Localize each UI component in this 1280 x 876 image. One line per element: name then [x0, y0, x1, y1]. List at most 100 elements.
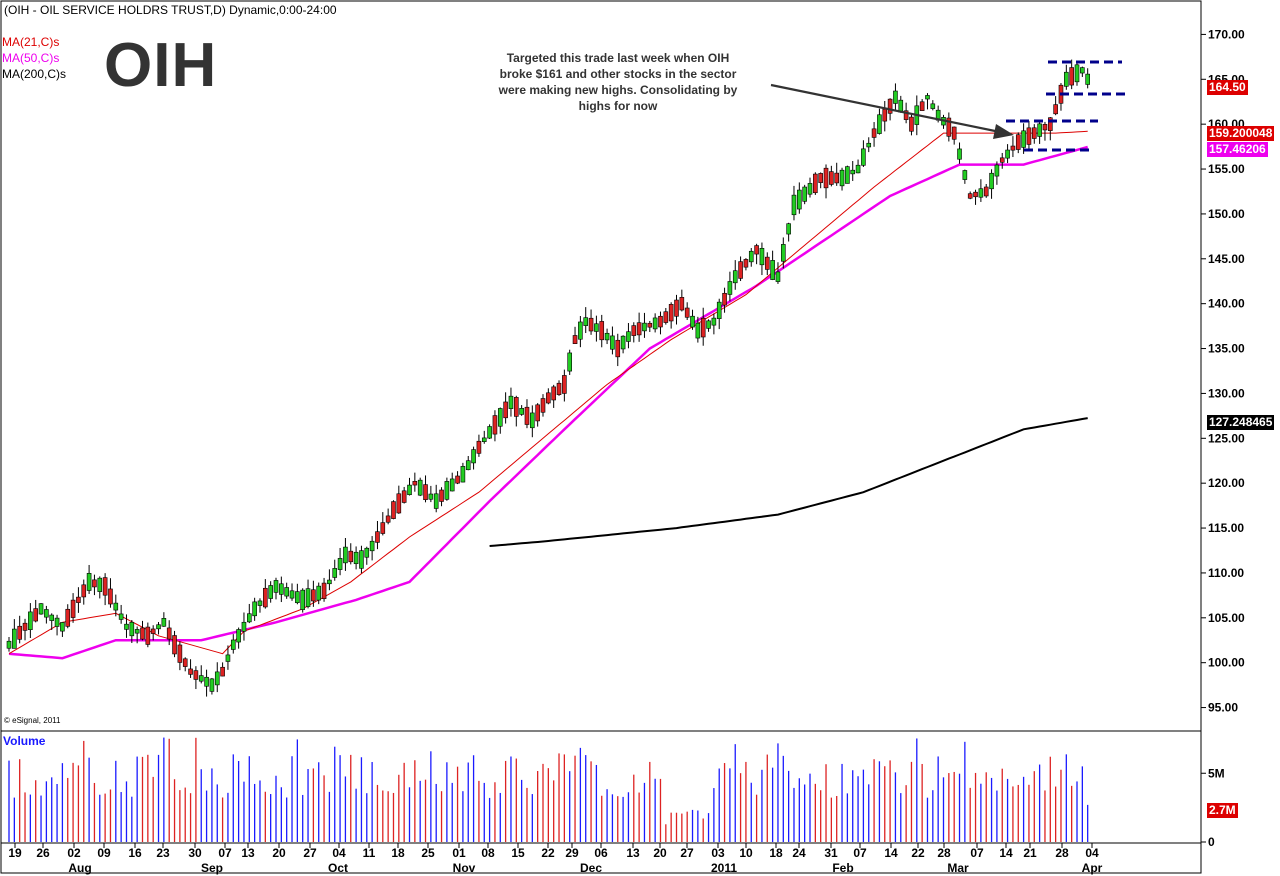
- candle-body: [530, 412, 535, 429]
- x-day-label: 21: [1023, 846, 1037, 860]
- candle-body: [311, 589, 316, 602]
- candle-body: [102, 577, 108, 596]
- candle-body: [156, 624, 161, 630]
- candle-body: [497, 408, 503, 427]
- candle-body: [481, 437, 487, 442]
- candle-body: [145, 626, 151, 645]
- candle-body: [444, 481, 450, 500]
- candle-body: [204, 676, 209, 687]
- x-day-label: 27: [303, 846, 317, 860]
- candle-body: [124, 623, 129, 630]
- y-tick-label: 145.00: [1208, 252, 1245, 266]
- candle-body: [599, 321, 605, 341]
- x-day-label: 07: [218, 846, 232, 860]
- candle-body: [722, 292, 727, 306]
- candle-body: [214, 671, 220, 686]
- legend-ma21: MA(21,C)s: [2, 35, 60, 49]
- last-price-tag: 164.50: [1207, 80, 1248, 95]
- x-day-label: 07: [853, 846, 867, 860]
- candle-body: [871, 128, 877, 138]
- candle-body: [877, 114, 882, 134]
- candle-body: [12, 628, 17, 649]
- candle-body: [989, 172, 994, 190]
- candle-body: [49, 614, 55, 621]
- volume-tick-label: 0: [1208, 835, 1215, 849]
- legend-ma50: MA(50,C)s: [2, 51, 60, 65]
- candle-body: [524, 406, 530, 425]
- candle-body: [28, 611, 33, 631]
- candle-body: [893, 90, 898, 104]
- candle-body: [407, 484, 412, 496]
- candle-body: [70, 599, 76, 618]
- candle-body: [209, 678, 215, 692]
- candle-body: [263, 587, 268, 608]
- x-day-label: 31: [824, 846, 838, 860]
- y-tick-label: 170.00: [1208, 27, 1245, 41]
- candle-body: [161, 618, 167, 627]
- candle-body: [129, 621, 135, 637]
- candle-body: [268, 585, 273, 599]
- candle-body: [327, 579, 332, 585]
- candle-body: [732, 270, 738, 284]
- candle-body: [882, 108, 888, 122]
- candle-body: [177, 644, 183, 663]
- candle-body: [513, 397, 519, 417]
- ma50-line: [8, 145, 1089, 660]
- candle-body: [353, 551, 359, 565]
- annotation-line: highs for now: [578, 99, 658, 113]
- candle-body: [1048, 117, 1053, 131]
- candle-body: [150, 628, 156, 634]
- candle-body: [332, 568, 338, 578]
- x-day-label: 23: [156, 846, 170, 860]
- candle-body: [81, 584, 87, 598]
- candle-body: [423, 484, 428, 501]
- y-tick-label: 115.00: [1208, 521, 1244, 535]
- candle-body: [716, 301, 722, 319]
- candle-body: [562, 375, 567, 394]
- x-day-label: 28: [1055, 846, 1069, 860]
- candle-body: [620, 335, 626, 350]
- candle-body: [257, 600, 263, 606]
- candle-body: [700, 317, 706, 338]
- x-day-label: 02: [67, 846, 81, 860]
- candle-body: [412, 480, 418, 486]
- candle-body: [455, 475, 460, 484]
- x-day-label: 14: [999, 846, 1013, 860]
- candle-body: [439, 489, 444, 502]
- symbol-watermark: OIH: [104, 31, 218, 100]
- candle-body: [97, 577, 103, 592]
- candle-body: [76, 596, 81, 603]
- candle-body: [818, 173, 823, 183]
- annotation-line: broke $161 and other stocks in the secto…: [499, 67, 737, 81]
- candle-body: [743, 259, 749, 268]
- candle-body: [994, 164, 1000, 177]
- candle-body: [316, 585, 322, 601]
- x-day-label: 07: [970, 846, 984, 860]
- y-tick-label: 140.00: [1208, 297, 1245, 311]
- candle-body: [1064, 71, 1069, 87]
- candle-body: [695, 322, 701, 339]
- candle-body: [140, 627, 145, 640]
- candle-body: [225, 654, 231, 662]
- y-tick-label: 125.00: [1208, 431, 1245, 445]
- candle-body: [754, 245, 759, 255]
- candle-body: [492, 415, 498, 435]
- candle-body: [658, 315, 663, 328]
- candle-body: [343, 546, 348, 564]
- candle-body: [305, 588, 311, 607]
- copyright: © eSignal, 2011: [4, 716, 61, 725]
- candle-body: [674, 299, 679, 317]
- candle-body: [460, 466, 466, 483]
- candle-body: [60, 622, 65, 632]
- candle-body: [813, 173, 818, 194]
- candle-body: [583, 317, 589, 326]
- candle-body: [65, 608, 71, 627]
- y-tick-label: 130.00: [1208, 386, 1245, 400]
- candle-body: [861, 148, 866, 166]
- candle-body: [807, 183, 813, 195]
- candle-body: [823, 167, 829, 189]
- x-day-label: 18: [769, 846, 783, 860]
- x-day-label: 14: [884, 846, 898, 860]
- candle-body: [1069, 67, 1074, 86]
- candle-body: [797, 189, 802, 210]
